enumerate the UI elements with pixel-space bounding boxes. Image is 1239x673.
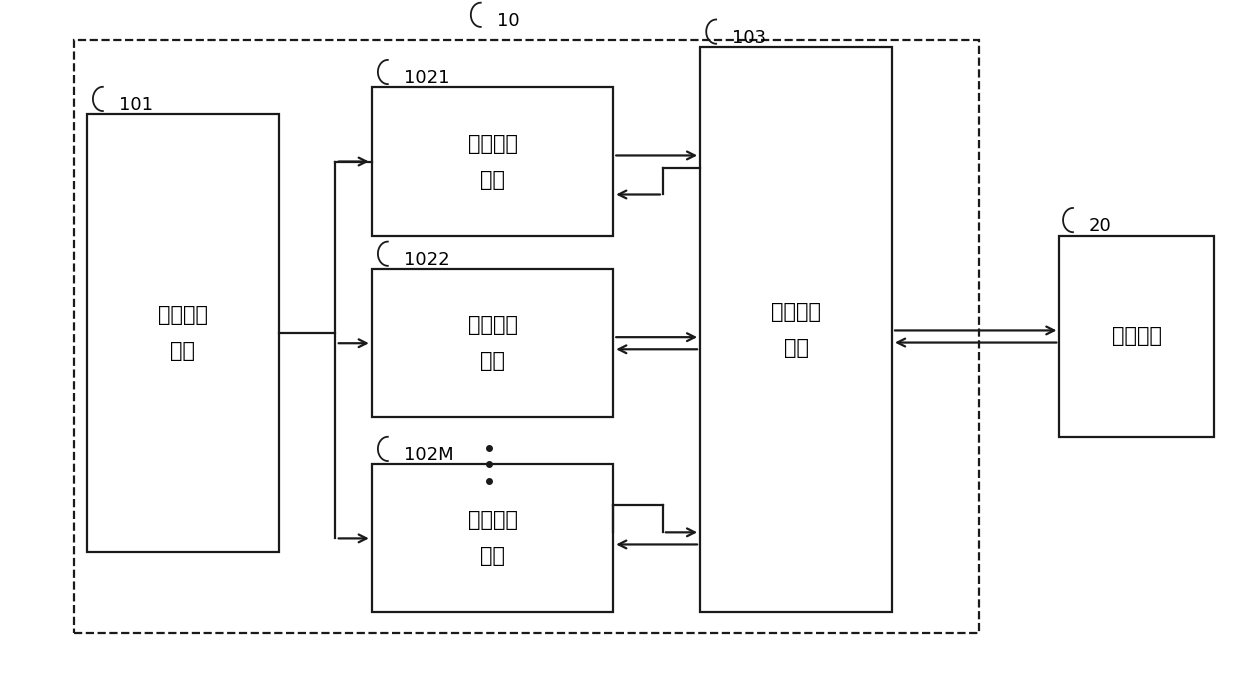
Text: 通信控制
模块: 通信控制 模块	[771, 302, 821, 358]
Text: 10: 10	[497, 12, 519, 30]
Bar	[700, 47, 892, 612]
Text: 心电检测
模块: 心电检测 模块	[157, 305, 208, 361]
Text: 移动终端: 移动终端	[1111, 326, 1162, 347]
Bar	[372, 269, 613, 417]
Text: 101: 101	[119, 96, 152, 114]
Text: 1021: 1021	[404, 69, 450, 87]
Bar	[372, 464, 613, 612]
Text: 心电采集
模块: 心电采集 模块	[467, 510, 518, 567]
Bar	[1059, 236, 1214, 437]
Bar	[87, 114, 279, 552]
Text: 20: 20	[1089, 217, 1111, 235]
Text: 心电采集
模块: 心电采集 模块	[467, 133, 518, 190]
Text: 102M: 102M	[404, 446, 453, 464]
Text: 心电采集
模块: 心电采集 模块	[467, 315, 518, 371]
Text: 1022: 1022	[404, 251, 450, 269]
Bar	[372, 87, 613, 236]
Bar	[74, 40, 979, 633]
Text: 103: 103	[732, 29, 767, 46]
